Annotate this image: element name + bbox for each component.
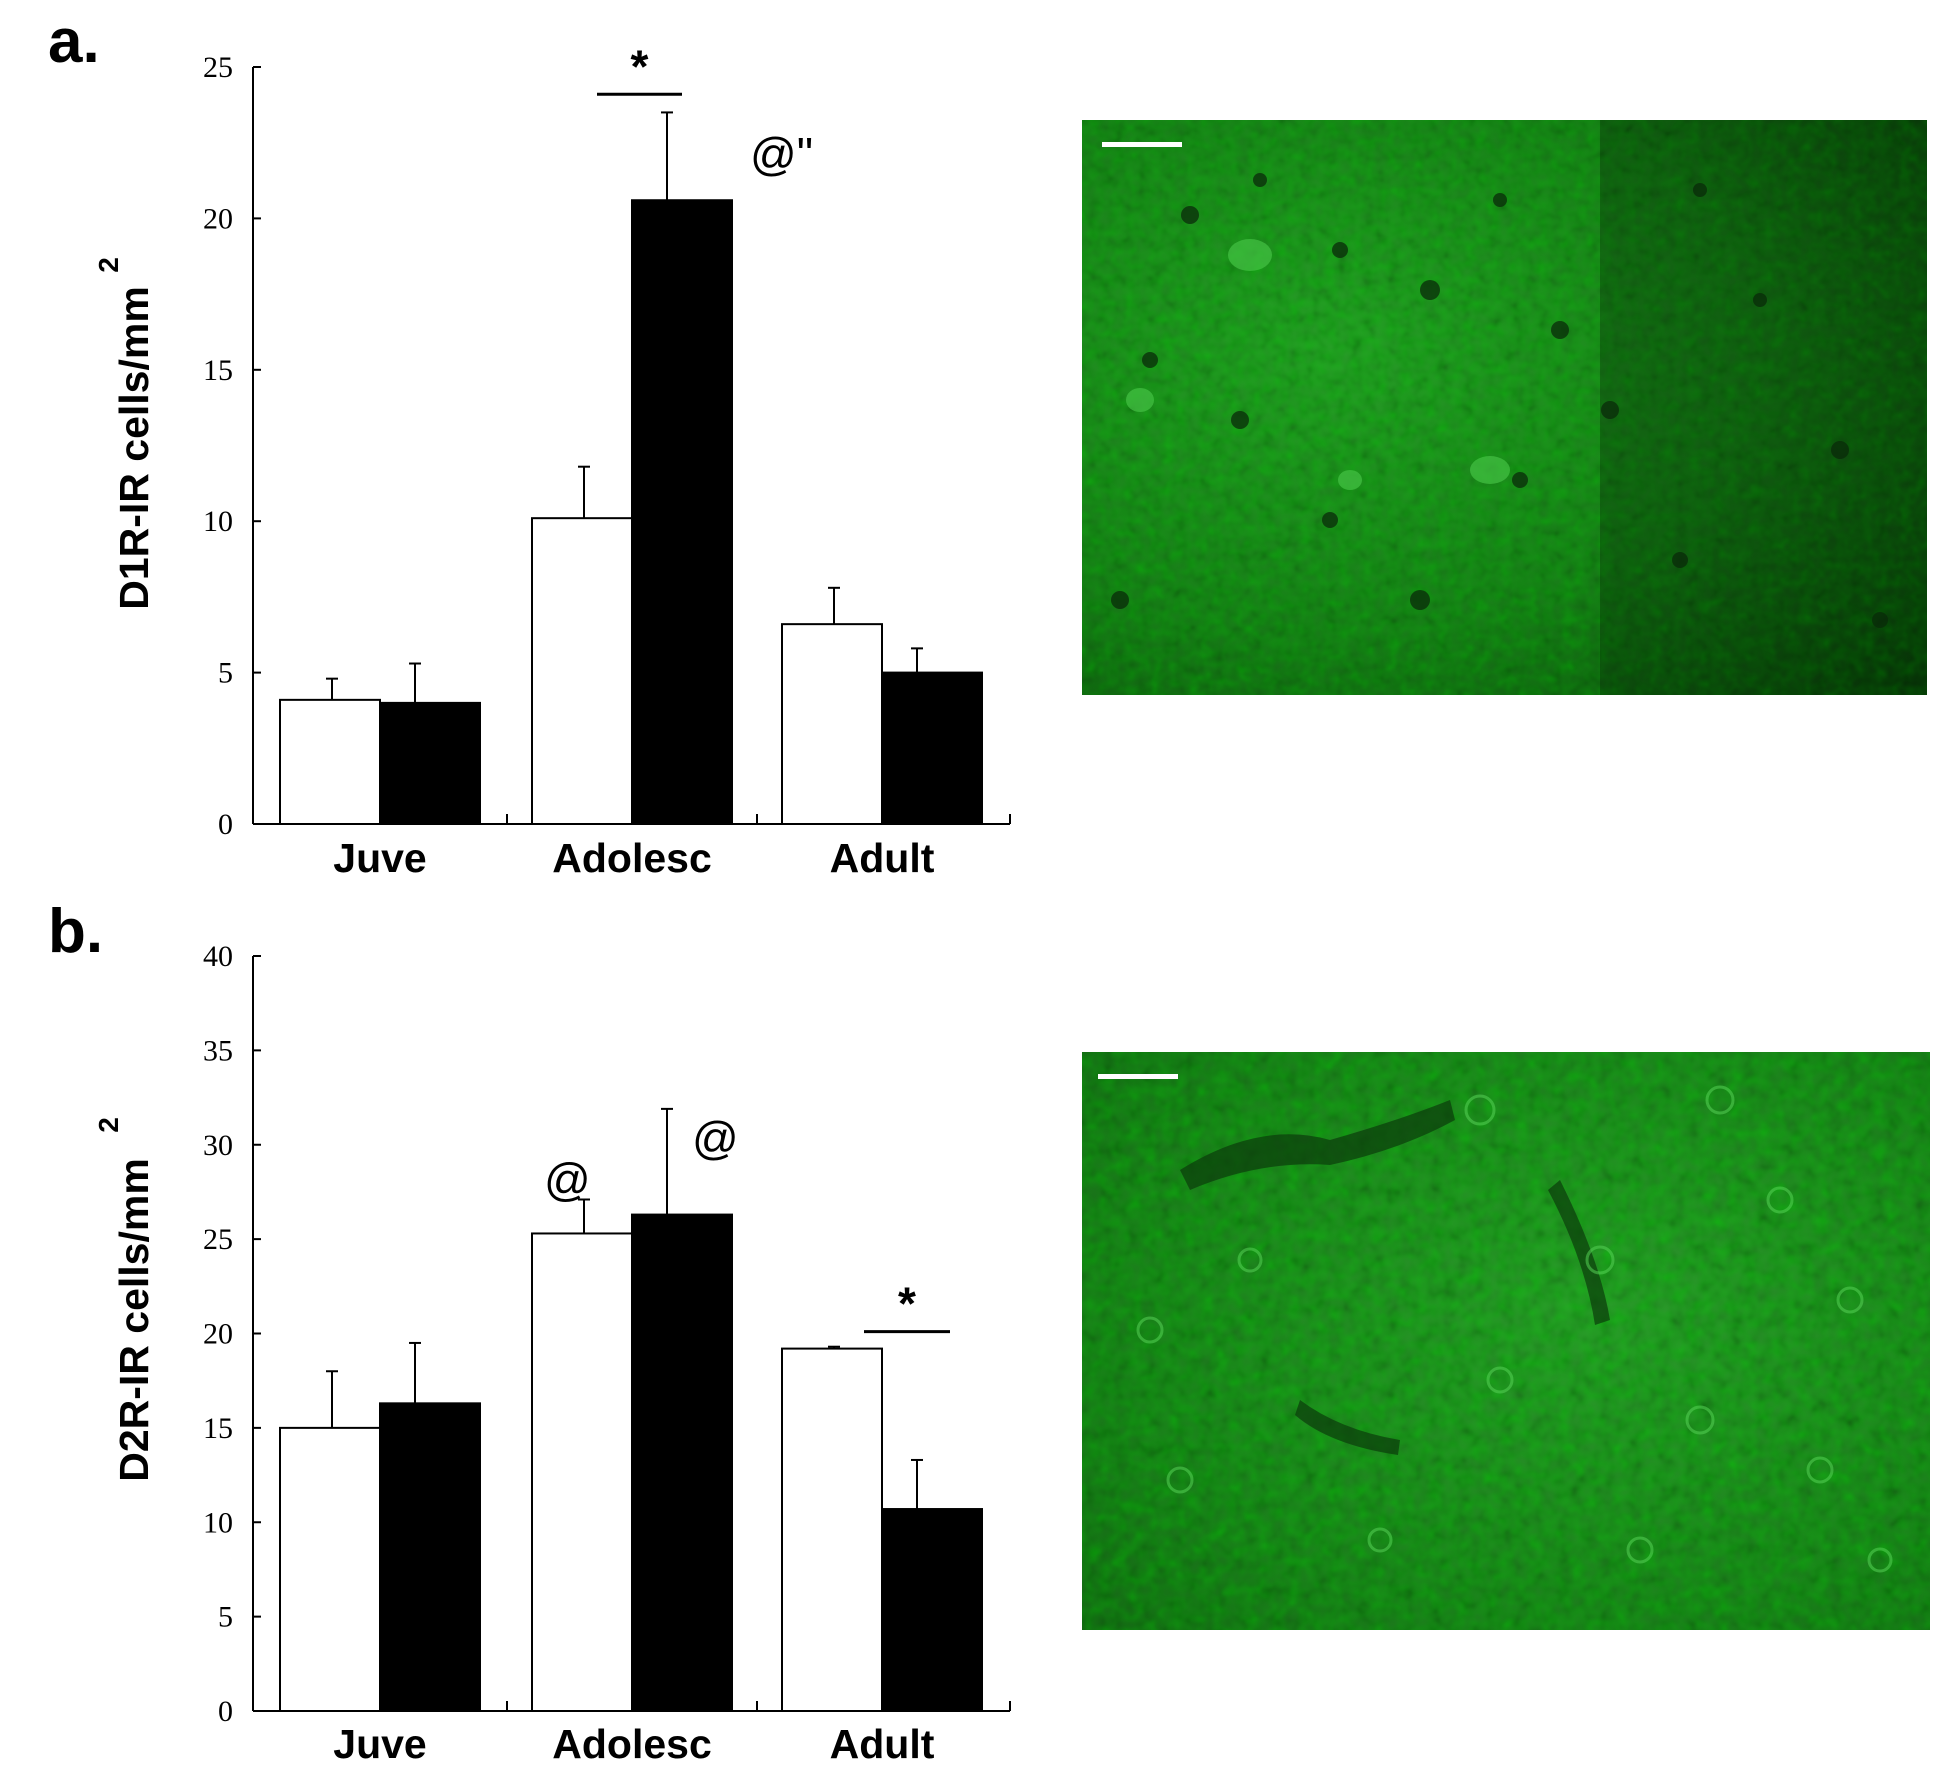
bar-d1r-adolesc-0 bbox=[531, 517, 633, 825]
bar-d2r-adult-1 bbox=[881, 1508, 983, 1712]
bar-d2r-adult-0 bbox=[781, 1347, 883, 1712]
panel-letter-b: b. bbox=[48, 897, 103, 966]
bar-d1r-adult-1 bbox=[881, 671, 983, 825]
y-tick-label-d2r: 35 bbox=[203, 1034, 233, 1067]
y-axis-superscript-d2r: 2 bbox=[93, 1117, 124, 1133]
annotation-d1r-1: @" bbox=[750, 128, 813, 180]
y-tick-label-d1r: 25 bbox=[203, 51, 233, 84]
micrograph-d2r bbox=[1082, 1052, 1930, 1630]
y-tick-label-d2r: 5 bbox=[218, 1601, 233, 1634]
bar-d1r-adolesc-1 bbox=[631, 199, 733, 825]
x-category-label-adolesc: Adolesc bbox=[552, 835, 712, 881]
bar-d1r-juve-1 bbox=[379, 701, 481, 826]
plot-area-d2r: 0 5 10 15 20 25 30 35 40 Juve Adolesc Adult @ @ * bbox=[203, 940, 1011, 1767]
y-tick-label-d2r: 40 bbox=[203, 940, 233, 973]
y-tick-label-d1r: 20 bbox=[203, 202, 233, 235]
bar-d1r-adult-0 bbox=[781, 623, 883, 825]
y-tick-label-d1r: 15 bbox=[203, 354, 233, 387]
y-tick-label-d2r: 0 bbox=[218, 1695, 233, 1728]
y-axis-label-d1r: D1R-IR cells/mm bbox=[111, 286, 157, 610]
x-category-label-juve: Juve bbox=[333, 1721, 426, 1767]
bar-d2r-juve-1 bbox=[379, 1402, 481, 1713]
y-axis-title-d2r: D2R-IR cells/mm bbox=[111, 1158, 157, 1482]
y-tick-label-d2r: 30 bbox=[203, 1129, 233, 1162]
annotation-d2r-1: @ bbox=[692, 1112, 739, 1164]
x-category-label-adult: Adult bbox=[830, 1721, 935, 1767]
chart-d2r: b. D2R-IR cells/mm 0 5 10 15 20 25 30 35 40 Juve A… bbox=[48, 897, 1011, 1767]
y-axis-label-d2r: D2R-IR cells/mm bbox=[111, 1158, 157, 1482]
x-category-label-adolesc: Adolesc bbox=[552, 1721, 712, 1767]
bar-d2r-adolesc-0 bbox=[531, 1232, 633, 1713]
y-tick-label-d1r: 10 bbox=[203, 505, 233, 538]
y-axis-superscript-d1r: 2 bbox=[93, 257, 124, 273]
x-category-label-adult: Adult bbox=[830, 835, 935, 881]
micrograph-d1r bbox=[1082, 120, 1927, 695]
annotation-d2r-0: @ bbox=[544, 1154, 591, 1206]
y-tick-label-d2r: 20 bbox=[203, 1318, 233, 1351]
bar-d2r-juve-0 bbox=[279, 1426, 381, 1712]
y-tick-label-d1r: 0 bbox=[218, 808, 233, 841]
y-axis-title-d1r: D1R-IR cells/mm bbox=[111, 286, 157, 610]
significance-star-d2r: * bbox=[898, 1278, 916, 1330]
bar-d2r-adolesc-1 bbox=[631, 1213, 733, 1713]
y-tick-label-d2r: 15 bbox=[203, 1412, 233, 1445]
x-category-label-juve: Juve bbox=[333, 835, 426, 881]
chart-d1r: a. D1R-IR cells/mm 0 5 10 15 20 25 Juve Adolesc… bbox=[48, 7, 1011, 881]
y-tick-label-d1r: 5 bbox=[218, 657, 233, 690]
panel-letter-a: a. bbox=[48, 7, 100, 76]
plot-area-d1r: 0 5 10 15 20 25 Juve Adolesc Adult * @" bbox=[203, 40, 1011, 881]
y-tick-label-d2r: 10 bbox=[203, 1506, 233, 1539]
bar-d1r-juve-0 bbox=[279, 698, 381, 825]
scale-bar-d1r bbox=[1102, 142, 1182, 147]
y-tick-label-d2r: 25 bbox=[203, 1223, 233, 1256]
scale-bar-d2r bbox=[1098, 1074, 1178, 1079]
significance-star-d1r: * bbox=[631, 40, 649, 92]
